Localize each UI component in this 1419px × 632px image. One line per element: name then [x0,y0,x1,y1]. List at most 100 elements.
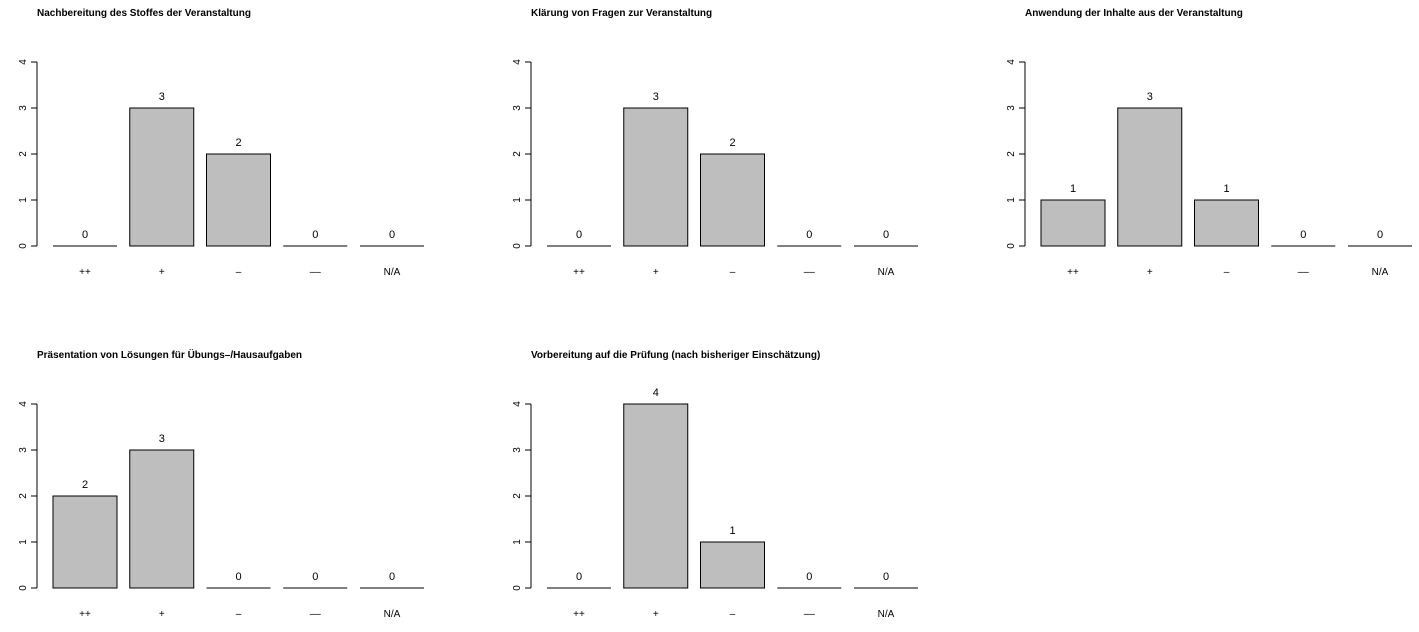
y-tick-label: 0 [18,585,29,591]
x-category-label: N/A [384,267,401,278]
bar [700,153,765,247]
y-tick-label: 4 [512,59,523,65]
chart-panel: Klärung von Fragen zur Veranstaltung 0 1 2 3… [494,0,944,290]
chart-panel: Anwendung der Inhalte aus der Veranstalt… [988,0,1419,290]
bar-value-label: 3 [1147,91,1153,103]
y-tick-label: 3 [18,105,29,111]
y-tick-label: 1 [1006,197,1017,203]
bar-value-label: 0 [1377,229,1383,241]
x-category-label: –– [804,609,816,620]
x-category-label: + [159,267,165,278]
x-category-label: – [236,609,242,620]
bar-value-label: 1 [729,525,735,537]
chart-title: Nachbereitung des Stoffes der Veranstalt… [37,8,251,19]
y-tick-label: 3 [512,447,523,453]
x-category-label: ++ [573,267,585,278]
x-category-label: – [730,609,736,620]
x-category-label: –– [804,267,816,278]
chart-title: Vorbereitung auf die Prüfung (nach bishe… [531,350,821,361]
y-tick-label: 0 [512,243,523,249]
y-tick-label: 2 [18,493,29,499]
x-category-label: + [1147,267,1153,278]
bar-value-label: 2 [235,137,241,149]
bar-value-label: 0 [1300,229,1306,241]
bar-value-label: 0 [312,571,318,583]
bar [129,449,195,589]
bar-value-label: 0 [883,571,889,583]
bar-value-label: 2 [729,137,735,149]
bar-value-label: 1 [1223,183,1229,195]
bar-value-label: 0 [82,229,88,241]
x-category-label: – [1224,267,1230,278]
y-tick-label: 3 [18,447,29,453]
y-tick-label: 4 [512,401,523,407]
bar-value-label: 0 [389,229,395,241]
bar-value-label: 0 [235,571,241,583]
y-tick-label: 2 [512,493,523,499]
bar-value-label: 0 [576,571,582,583]
y-tick-label: 4 [18,401,29,407]
x-category-label: + [653,609,659,620]
x-category-label: ++ [573,609,585,620]
bar-value-label: 2 [82,479,88,491]
bar-value-label: 0 [389,571,395,583]
bar [52,495,118,589]
chart-title: Präsentation von Lösungen für Übungs–/Ha… [37,350,303,361]
bar-value-label: 0 [312,229,318,241]
x-category-label: N/A [384,609,401,620]
bar [1194,199,1259,247]
x-category-label: + [653,267,659,278]
bar [206,153,271,247]
bar-chart: 0 1 2 3 4 0 ++ 4 +1 – 0 –– 0 N/A [512,387,918,620]
bar-value-label: 4 [653,387,659,399]
y-tick-label: 2 [18,151,29,157]
bar-value-label: 0 [576,229,582,241]
bar-value-label: 3 [159,433,165,445]
bar-value-label: 0 [883,229,889,241]
chart-panel: Vorbereitung auf die Prüfung (nach bishe… [494,342,944,632]
y-tick-label: 2 [1006,151,1017,157]
bar-value-label: 3 [159,91,165,103]
x-category-label: – [730,267,736,278]
y-tick-label: 3 [1006,105,1017,111]
y-tick-label: 3 [512,105,523,111]
chart-panel: Präsentation von Lösungen für Übungs–/Ha… [0,342,450,632]
x-category-label: N/A [878,609,895,620]
bar [1040,199,1106,247]
y-tick-label: 0 [18,243,29,249]
x-category-label: –– [310,609,322,620]
y-tick-label: 1 [512,539,523,545]
bar [700,541,765,589]
bar [623,403,689,589]
bar-chart: 0 1 2 3 4 2 ++ 3 +0 – 0 –– 0 N/A [18,401,424,620]
bar-value-label: 3 [653,91,659,103]
x-category-label: –– [1298,267,1310,278]
bar [1117,107,1183,247]
x-category-label: –– [310,267,322,278]
bar-value-label: 0 [806,229,812,241]
bar-chart: 0 1 2 3 4 0 ++ 3 +2 – 0 –– 0 N/A [18,59,424,278]
chart-panel: Nachbereitung des Stoffes der Veranstalt… [0,0,450,290]
y-tick-label: 1 [18,539,29,545]
x-category-label: N/A [1372,267,1389,278]
y-tick-label: 0 [1006,243,1017,249]
bar-value-label: 1 [1070,183,1076,195]
y-tick-label: 4 [18,59,29,65]
x-category-label: ++ [79,267,91,278]
bar [623,107,689,247]
bar-chart: 0 1 2 3 4 0 ++ 3 +2 – 0 –– 0 N/A [512,59,918,278]
y-tick-label: 4 [1006,59,1017,65]
chart-title: Klärung von Fragen zur Veranstaltung [531,8,713,19]
x-category-label: ++ [79,609,91,620]
x-category-label: + [159,609,165,620]
bar-value-label: 0 [806,571,812,583]
y-tick-label: 2 [512,151,523,157]
y-tick-label: 0 [512,585,523,591]
x-category-label: N/A [878,267,895,278]
x-category-label: – [236,267,242,278]
chart-title: Anwendung der Inhalte aus der Veranstalt… [1025,8,1243,19]
y-tick-label: 1 [18,197,29,203]
y-tick-label: 1 [512,197,523,203]
bar [129,107,195,247]
